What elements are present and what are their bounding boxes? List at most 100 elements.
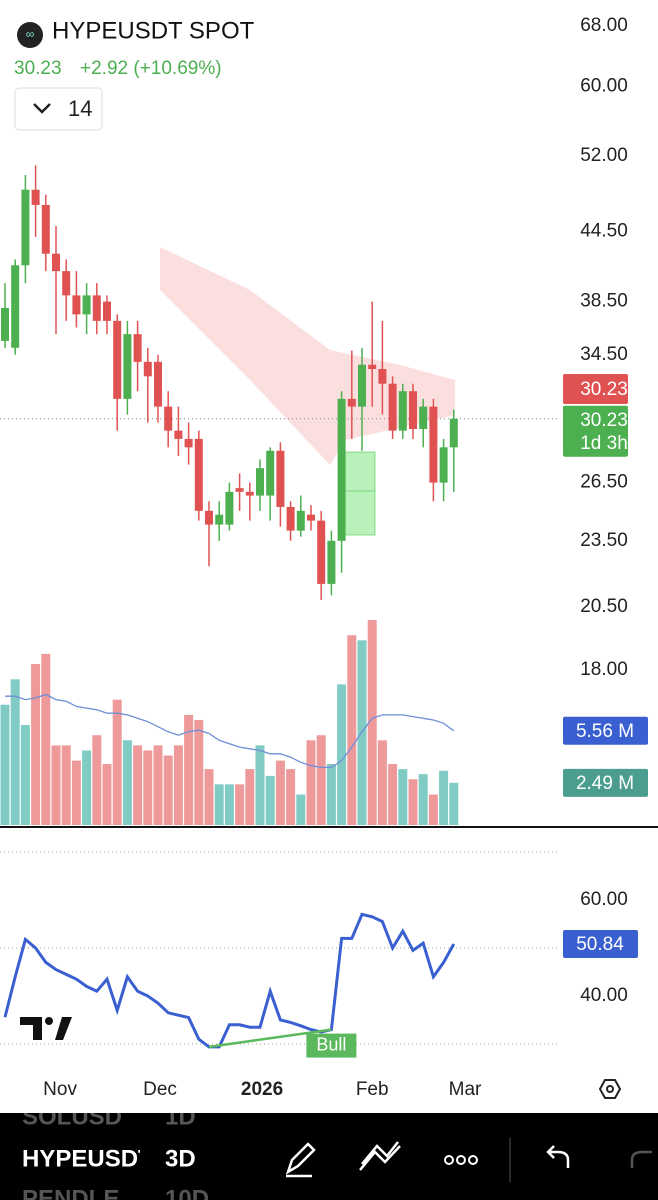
candle-body bbox=[194, 438, 203, 511]
candle-body bbox=[1, 307, 9, 341]
volume-bar bbox=[71, 760, 81, 825]
candle-body bbox=[245, 491, 254, 496]
rsi-line bbox=[3, 912, 456, 1049]
volume-bar bbox=[326, 764, 336, 825]
volume-bar bbox=[173, 745, 183, 825]
candle-body bbox=[256, 468, 264, 496]
volume-bar bbox=[235, 784, 245, 825]
candle-body bbox=[337, 398, 346, 541]
countdown: 1d 3h bbox=[580, 433, 628, 454]
volume-bar bbox=[224, 784, 234, 825]
candle-body bbox=[184, 438, 193, 448]
plot: 68.00 60.00 52.00 44.50 38.50 34.50 26.50 23.50… bbox=[0, 15, 648, 1100]
pencil-icon[interactable] bbox=[285, 1142, 316, 1178]
rsi-last-label: 50.84 bbox=[576, 934, 624, 955]
volume-last-box bbox=[563, 768, 648, 797]
redo-icon[interactable] bbox=[630, 1150, 652, 1168]
candle-body bbox=[378, 369, 387, 384]
volume-bar bbox=[31, 664, 41, 825]
candle-body bbox=[103, 301, 111, 321]
candle-body bbox=[286, 506, 295, 531]
volume-bar bbox=[265, 775, 275, 825]
volume-bar bbox=[439, 770, 449, 825]
rsi-tick-label: 40.00 bbox=[580, 985, 628, 1006]
volume-bar bbox=[255, 745, 265, 825]
interval-dropdown[interactable] bbox=[14, 87, 103, 131]
x-tick-label: Dec bbox=[143, 1079, 177, 1100]
watchlist: SOLUSD 1D HYPEUSDT 3D PENDLE 10D bbox=[22, 1113, 209, 1200]
candle-body bbox=[31, 189, 40, 205]
chevron bbox=[33, 103, 51, 114]
x-tick-label: Mar bbox=[449, 1079, 482, 1100]
candle-body bbox=[388, 383, 397, 431]
candle-body bbox=[154, 361, 162, 407]
volume-bar bbox=[133, 745, 143, 825]
y-tick-label: 23.50 bbox=[580, 530, 628, 551]
y-tick-label: 68.00 bbox=[580, 15, 628, 36]
volume-bar bbox=[347, 635, 357, 825]
volume-bar bbox=[51, 745, 61, 825]
x-tick-label: Nov bbox=[43, 1079, 77, 1100]
cloud bbox=[160, 247, 455, 465]
volume-bar bbox=[184, 714, 194, 825]
indicator-label-box bbox=[563, 374, 628, 404]
volume-bar bbox=[245, 769, 255, 825]
watch-interval: 10D bbox=[165, 1185, 209, 1200]
trendline-icon[interactable] bbox=[359, 1141, 401, 1171]
candle-body bbox=[409, 391, 417, 429]
candle-body bbox=[11, 265, 20, 348]
y-tick-label: 38.50 bbox=[580, 291, 628, 312]
last-price-label: 30.23 bbox=[580, 410, 628, 431]
candle-body bbox=[358, 364, 366, 407]
candle-body bbox=[266, 450, 275, 496]
candle-body bbox=[41, 204, 50, 254]
candle-body bbox=[327, 540, 336, 584]
volume-bar bbox=[398, 769, 408, 825]
candle-body bbox=[398, 391, 407, 431]
drawing-box bbox=[341, 451, 376, 536]
undo-icon[interactable] bbox=[546, 1145, 570, 1168]
watch-interval: 3D bbox=[165, 1145, 196, 1172]
candle-body bbox=[296, 510, 305, 531]
volume-bar bbox=[377, 740, 387, 825]
candle-body bbox=[72, 295, 81, 315]
volume-bar bbox=[20, 725, 30, 825]
candle-body bbox=[276, 450, 285, 507]
candle-body bbox=[82, 295, 91, 315]
candle-body bbox=[123, 334, 132, 399]
candle-body bbox=[113, 320, 122, 399]
more-icon[interactable] bbox=[444, 1155, 478, 1165]
divergence-box bbox=[306, 1033, 357, 1058]
volume-bar bbox=[41, 653, 51, 825]
candle-body bbox=[225, 491, 234, 525]
candle-body bbox=[347, 398, 356, 407]
candle-body bbox=[317, 520, 326, 584]
volume-bar bbox=[61, 745, 71, 825]
volume-bar bbox=[82, 750, 92, 825]
tv-logo bbox=[20, 1017, 72, 1040]
volume-bar bbox=[204, 769, 214, 825]
candle-body bbox=[449, 418, 458, 448]
interval-value: 14 bbox=[68, 96, 92, 121]
bottom-bar bbox=[0, 1113, 658, 1200]
settings-icon[interactable] bbox=[598, 1079, 622, 1099]
volume-bar bbox=[92, 735, 102, 825]
volume-bar bbox=[428, 794, 438, 825]
volume-bar bbox=[122, 740, 132, 825]
volume-bar bbox=[163, 755, 173, 825]
volume-bar bbox=[367, 620, 377, 825]
volume-bar bbox=[337, 684, 347, 825]
last-price-box bbox=[563, 405, 628, 457]
volume-bar bbox=[316, 735, 326, 825]
y-tick-label: 20.50 bbox=[580, 596, 628, 617]
volume-bar bbox=[0, 704, 10, 825]
y-tick-label: 52.00 bbox=[580, 145, 628, 166]
symbol-icon-glyph: ∞ bbox=[26, 27, 35, 41]
candle-body bbox=[133, 334, 142, 362]
volume-bar bbox=[102, 764, 112, 825]
volume-bar bbox=[388, 764, 398, 825]
candle-body bbox=[307, 514, 315, 521]
volume-bar bbox=[418, 774, 428, 825]
candle-body bbox=[419, 406, 428, 429]
candle-body bbox=[205, 510, 213, 525]
